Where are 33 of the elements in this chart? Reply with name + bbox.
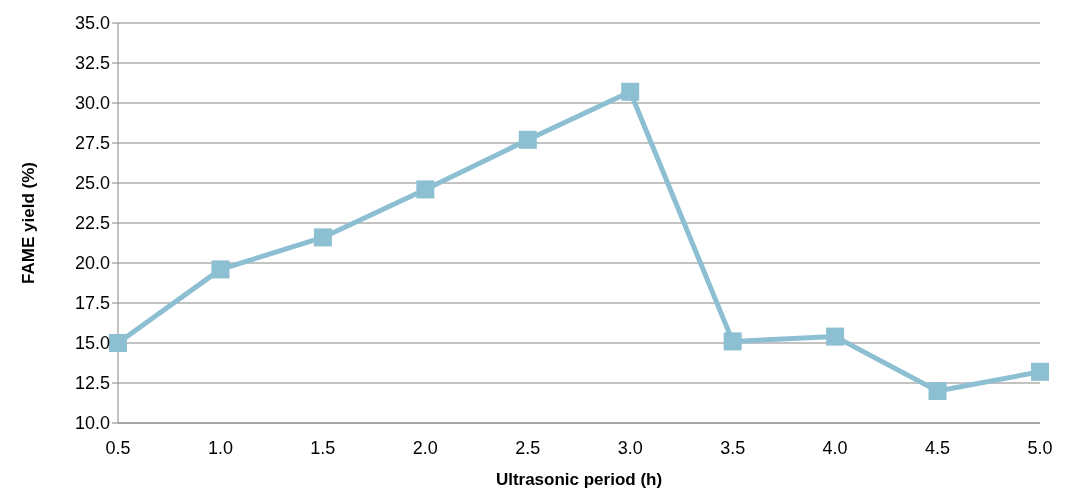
x-tick-label: 1.0 <box>207 437 233 458</box>
y-axis-title: FAME yield (%) <box>19 162 39 284</box>
point <box>416 180 435 199</box>
y-tick-label: 22.5 <box>74 213 110 234</box>
point <box>928 382 947 400</box>
point <box>826 327 845 346</box>
x-tick-label: 0.5 <box>105 437 131 458</box>
x-tick-label: 4.5 <box>925 437 951 458</box>
x-tick-label: 3.0 <box>617 437 643 458</box>
point <box>109 334 127 352</box>
point <box>211 260 230 279</box>
point <box>1031 362 1049 381</box>
y-tick-label: 10.0 <box>74 413 110 434</box>
x-tick-label: 2.5 <box>515 437 541 458</box>
point <box>621 82 640 101</box>
y-tick-label: 30.0 <box>74 93 110 114</box>
y-tick-label: 32.5 <box>74 53 110 74</box>
x-tick-label: 2.0 <box>412 437 438 458</box>
x-tick-label: 3.5 <box>720 437 746 458</box>
point <box>313 228 332 247</box>
x-axis-title: Ultrasonic period (h) <box>495 470 663 489</box>
x-tick-label: 5.0 <box>1027 437 1053 458</box>
point <box>723 332 742 351</box>
x-tick-label: 4.0 <box>822 437 848 458</box>
y-tick-label: 35.0 <box>74 13 110 34</box>
y-tick-label: 12.5 <box>74 373 110 394</box>
y-tick-label: 15.0 <box>74 333 110 354</box>
y-tick-label: 17.5 <box>74 293 110 314</box>
y-tick-label: 25.0 <box>74 173 110 194</box>
y-tick-label: 20.0 <box>74 253 110 274</box>
y-tick-label: 27.5 <box>74 133 110 154</box>
point <box>518 130 537 149</box>
x-tick-label: 1.5 <box>310 437 336 458</box>
